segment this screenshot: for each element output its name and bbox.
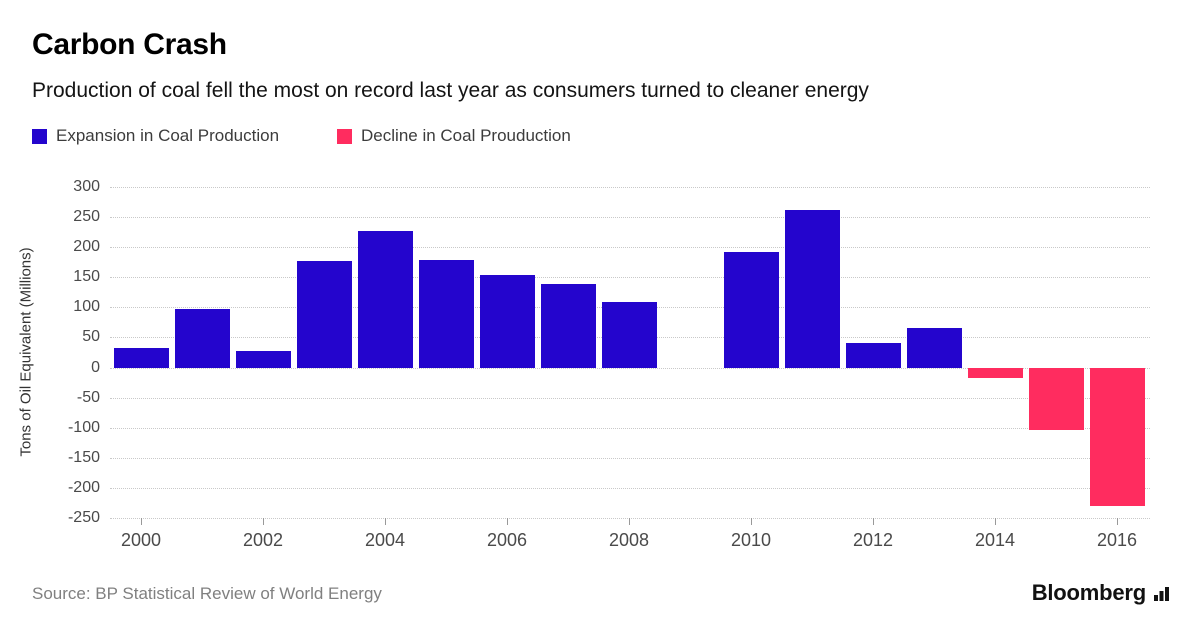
bar-2000 [113, 348, 169, 368]
legend: Expansion in Coal Production Decline in C… [32, 126, 571, 146]
gridline [110, 367, 1150, 369]
y-tick-label: 0 [91, 358, 100, 376]
bar-2010 [723, 251, 779, 368]
bloomberg-wordmark: Bloomberg [1031, 580, 1147, 605]
x-tick-mark [263, 518, 264, 525]
plot-area [110, 187, 1150, 525]
bar-2004 [357, 230, 413, 368]
y-tick-label: 250 [73, 208, 100, 226]
x-tick-label: 2016 [1096, 530, 1138, 550]
bloomberg-logo: Bloomberg [1032, 580, 1170, 606]
x-tick-mark [507, 518, 508, 525]
bar-2008 [601, 301, 657, 368]
legend-item-1: Decline in Coal Prouduction [337, 126, 571, 146]
bar-2007 [540, 284, 596, 368]
gridline [110, 427, 1150, 429]
legend-swatch [337, 128, 353, 144]
x-tick-label: 2000 [120, 530, 162, 550]
x-tick-label: 2008 [608, 530, 650, 550]
y-axis-labels: 300 250 200 150 100 50 0 -50 -100 -150 -200 -250 [0, 178, 100, 526]
gridline [110, 397, 1150, 399]
y-tick-label: 50 [82, 328, 100, 346]
chart-subtitle: Production of coal fell the most on reco… [32, 79, 869, 102]
x-tick-label: 2010 [730, 530, 772, 550]
gridline [110, 187, 1150, 188]
bar-2006 [479, 274, 535, 368]
x-tick-label: 2004 [364, 530, 406, 550]
x-tick-mark [751, 518, 752, 525]
bar-2001 [174, 309, 230, 368]
x-axis-labels: 2000 2002 2004 2006 2008 2010 2012 2014 2016 [110, 528, 1150, 554]
bar-2013 [906, 327, 962, 368]
gridline [110, 487, 1150, 489]
y-tick-label: 200 [73, 238, 100, 256]
legend-item-0: Expansion in Coal Production [32, 126, 279, 146]
x-tick-label: 2012 [852, 530, 894, 550]
x-tick-mark [1117, 518, 1118, 525]
legend-label: Expansion in Coal Production [56, 126, 280, 145]
gridline [110, 277, 1150, 279]
x-tick-mark [995, 518, 996, 525]
gridline [110, 457, 1150, 459]
y-tick-label: -150 [67, 448, 100, 466]
y-tick-label: -50 [76, 388, 100, 406]
bar-chart-icon [1153, 585, 1170, 602]
bar-2015 [1028, 367, 1084, 431]
legend-label: Decline in Coal Prouduction [361, 126, 571, 145]
bar-2012 [845, 343, 901, 368]
legend-swatch [32, 128, 47, 144]
bar-2003 [296, 261, 352, 368]
bar-2016 [1089, 367, 1145, 506]
bar-2011 [784, 209, 840, 368]
y-tick-label: 150 [73, 268, 100, 286]
bar-2005 [418, 259, 474, 368]
x-tick-mark [385, 518, 386, 525]
y-tick-label: 100 [73, 298, 100, 316]
x-tick-mark [141, 518, 142, 525]
source-note: Source: BP Statistical Review of World E… [32, 584, 382, 603]
y-tick-label: -100 [67, 418, 100, 436]
x-tick-label: 2002 [242, 530, 284, 550]
x-tick-mark [629, 518, 630, 525]
gridline [110, 217, 1150, 219]
y-tick-label: 300 [73, 178, 100, 195]
x-tick-label: 2014 [974, 530, 1016, 550]
y-tick-label: -250 [67, 509, 100, 526]
x-tick-label: 2006 [486, 530, 528, 550]
x-tick-mark [873, 518, 874, 525]
chart-title: Carbon Crash [32, 28, 227, 61]
gridline [110, 518, 1150, 519]
bar-2014 [967, 367, 1023, 378]
bar-2002 [235, 350, 291, 368]
y-tick-label: -200 [67, 478, 100, 496]
gridline [110, 247, 1150, 249]
